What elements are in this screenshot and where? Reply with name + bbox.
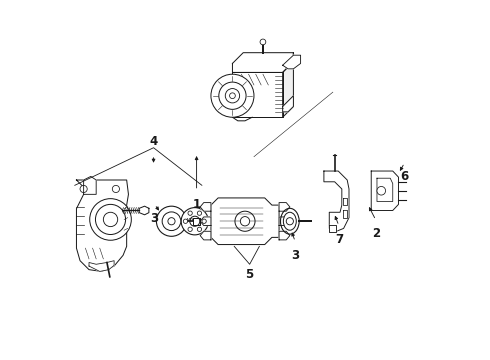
Text: 6: 6 bbox=[400, 170, 409, 183]
Circle shape bbox=[225, 89, 240, 103]
Text: 5: 5 bbox=[245, 268, 254, 281]
Polygon shape bbox=[232, 53, 294, 72]
Polygon shape bbox=[139, 206, 149, 215]
Circle shape bbox=[197, 227, 201, 231]
Polygon shape bbox=[377, 178, 393, 202]
Polygon shape bbox=[225, 94, 232, 103]
Polygon shape bbox=[200, 217, 211, 226]
Circle shape bbox=[377, 186, 386, 195]
Circle shape bbox=[80, 185, 87, 193]
Text: 3: 3 bbox=[291, 249, 299, 262]
Text: 3: 3 bbox=[150, 212, 159, 225]
Ellipse shape bbox=[280, 208, 299, 234]
Polygon shape bbox=[211, 198, 279, 244]
Polygon shape bbox=[279, 217, 290, 226]
Polygon shape bbox=[279, 231, 290, 240]
Circle shape bbox=[188, 211, 192, 215]
Circle shape bbox=[260, 39, 266, 45]
Text: 1: 1 bbox=[193, 198, 200, 211]
Text: 4: 4 bbox=[149, 135, 158, 148]
Circle shape bbox=[168, 218, 175, 225]
Circle shape bbox=[219, 82, 246, 109]
Polygon shape bbox=[200, 231, 211, 240]
Circle shape bbox=[156, 206, 187, 236]
Polygon shape bbox=[329, 225, 337, 232]
Polygon shape bbox=[283, 55, 300, 69]
Text: 2: 2 bbox=[372, 227, 380, 240]
Polygon shape bbox=[324, 171, 349, 232]
Circle shape bbox=[112, 185, 120, 193]
Circle shape bbox=[235, 211, 255, 231]
Polygon shape bbox=[232, 72, 283, 117]
Circle shape bbox=[181, 208, 208, 235]
Text: 7: 7 bbox=[335, 233, 343, 246]
Circle shape bbox=[96, 204, 125, 234]
Circle shape bbox=[188, 227, 192, 231]
Polygon shape bbox=[343, 211, 347, 218]
Circle shape bbox=[286, 218, 294, 225]
Circle shape bbox=[162, 212, 181, 230]
Circle shape bbox=[103, 212, 118, 226]
Circle shape bbox=[230, 93, 235, 99]
Circle shape bbox=[202, 219, 206, 224]
Polygon shape bbox=[343, 198, 347, 205]
Polygon shape bbox=[279, 203, 290, 211]
Ellipse shape bbox=[283, 212, 296, 230]
Polygon shape bbox=[200, 203, 211, 211]
Polygon shape bbox=[89, 261, 114, 271]
Circle shape bbox=[190, 216, 200, 226]
Polygon shape bbox=[193, 218, 200, 225]
Polygon shape bbox=[371, 171, 398, 211]
Polygon shape bbox=[283, 96, 294, 112]
Circle shape bbox=[197, 211, 201, 215]
Polygon shape bbox=[283, 53, 294, 117]
Polygon shape bbox=[84, 176, 96, 194]
Circle shape bbox=[183, 219, 188, 224]
Polygon shape bbox=[76, 180, 128, 271]
Circle shape bbox=[90, 199, 131, 240]
Circle shape bbox=[211, 74, 254, 117]
Circle shape bbox=[240, 217, 250, 226]
